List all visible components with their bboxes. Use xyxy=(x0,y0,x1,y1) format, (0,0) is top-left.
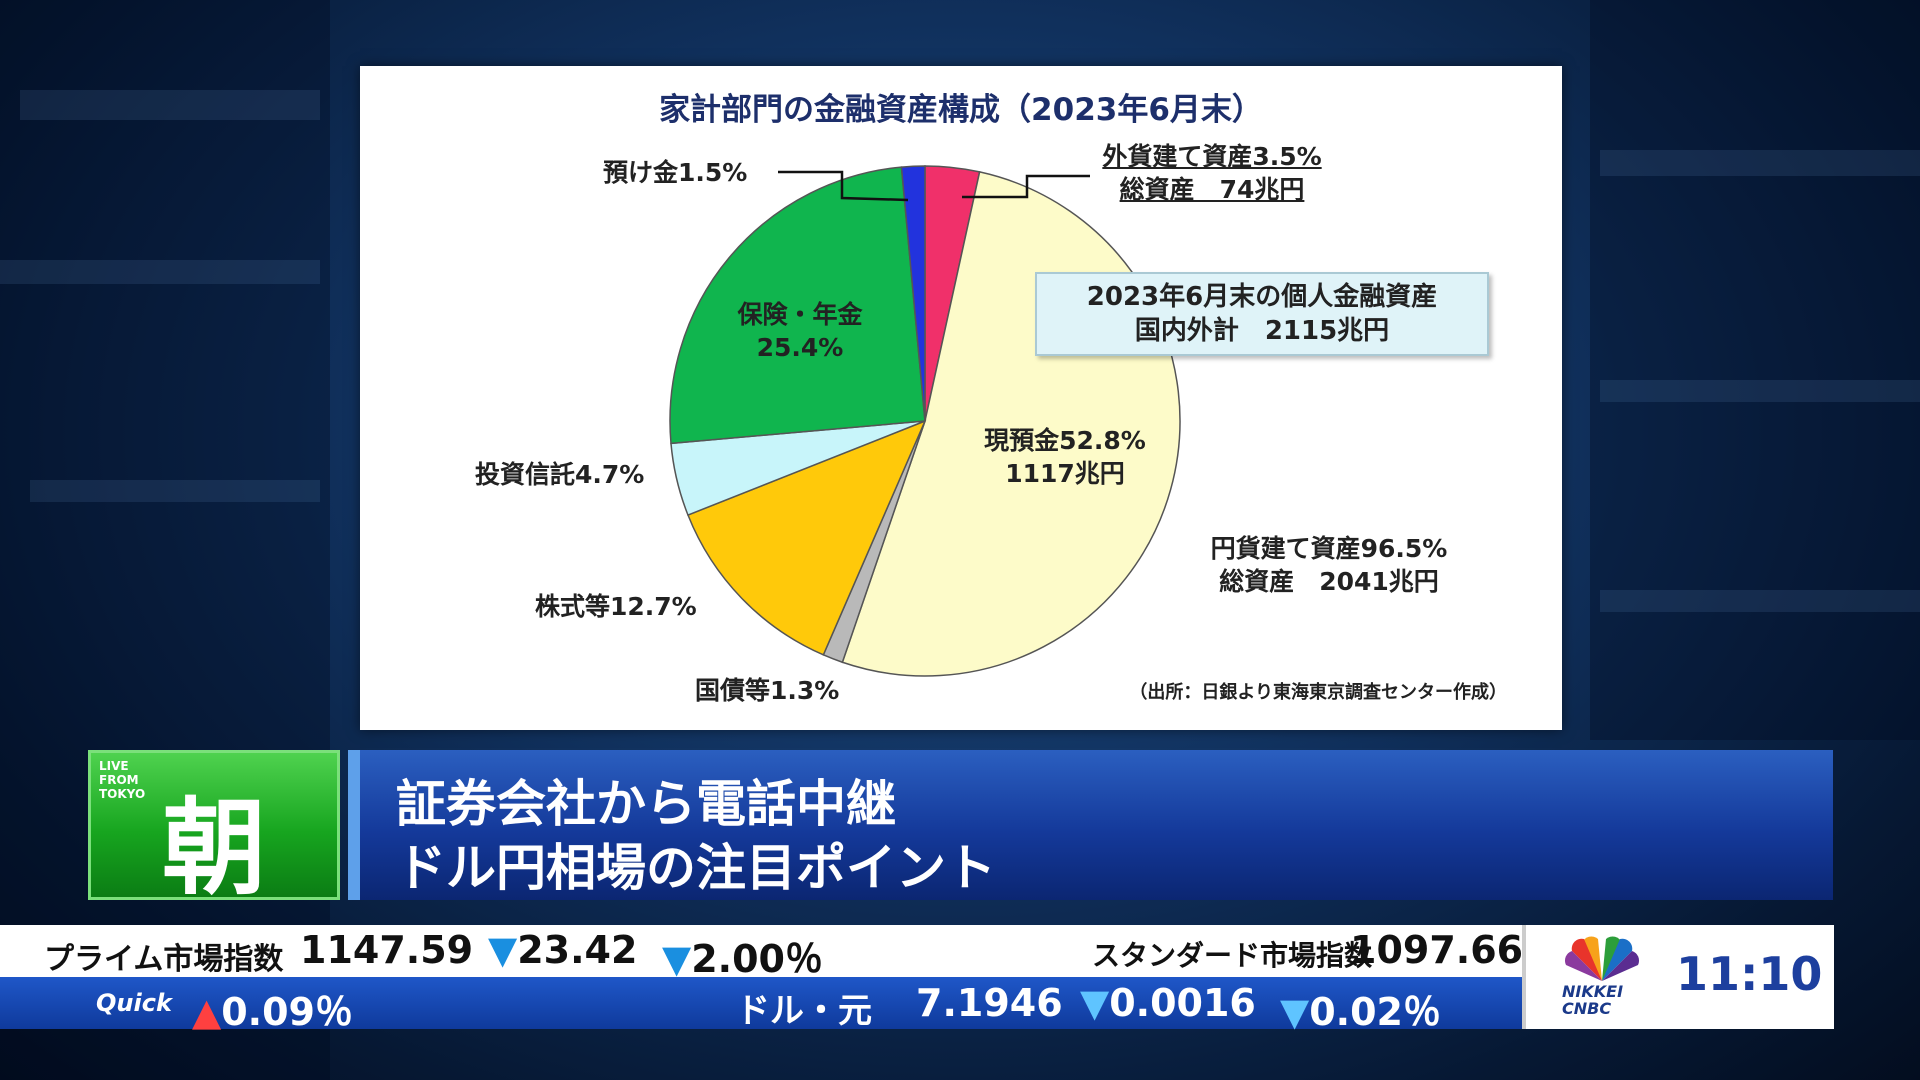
quick-value: ▲0.09％ xyxy=(192,981,353,1036)
currency-pair-label: ドル・元 xyxy=(736,991,872,1031)
prime-index-change: ▼23.42 xyxy=(488,928,637,972)
bonds-label: 国債等1.3% xyxy=(695,676,840,705)
market-ticker-top: プライム市場指数 1147.59 ▼23.42 ▼2.00％ スタンダード市場指… xyxy=(0,925,1524,981)
yen-assets-label: 円貨建て資産96.5% 総資産 2041兆円 xyxy=(1194,532,1464,598)
yen-assets-line1: 円貨建て資産96.5% xyxy=(1210,534,1448,563)
foreign-label-line1: 外貨建て資産3.5% xyxy=(1102,142,1322,171)
stocks-label: 株式等12.7% xyxy=(535,592,697,621)
clock: 11:10 xyxy=(1676,947,1823,1001)
chart-title: 家計部門の金融資産構成（2023年6月末） xyxy=(659,92,1263,128)
source-note: （出所：日銀より東海東京調査センター作成） xyxy=(1129,682,1507,703)
prime-change-value: 23.42 xyxy=(517,928,638,972)
headline-box: 証券会社から電話中継 ドル円相場の注目ポイント xyxy=(348,750,1833,900)
down-arrow-icon: ▼ xyxy=(1280,990,1310,1034)
yen-assets-line2: 総資産 2041兆円 xyxy=(1219,567,1439,596)
standard-index-label: スタンダード市場指数 xyxy=(1092,939,1373,972)
quick-value-text: 0.09％ xyxy=(221,990,353,1034)
currency-pair-value: 7.1946 xyxy=(916,981,1063,1025)
quick-label: Quick xyxy=(96,989,172,1017)
peacock-logo-icon xyxy=(1564,936,1640,981)
logo-line2: CNBC xyxy=(1562,999,1612,1018)
headline-line2: ドル円相場の注目ポイント xyxy=(396,839,996,897)
foreign-label: 外貨建て資産3.5% 総資産 74兆円 xyxy=(1092,140,1332,206)
pie-slice-3 xyxy=(686,419,927,656)
background-stripe xyxy=(20,90,320,120)
channel-logo-text: NIKKEI CNBC xyxy=(1562,983,1623,1017)
background-stripe xyxy=(1600,590,1920,612)
pie-slice-6 xyxy=(900,165,926,422)
foreign-leader-line xyxy=(962,174,1090,199)
total-assets-box: 2023年6月末の個人金融資産 国内外計 2115兆円 xyxy=(1035,272,1489,356)
azuke-label: 預け金1.5% xyxy=(603,158,748,187)
background-left-panel xyxy=(0,0,330,1080)
pair-pct-value: 0.02％ xyxy=(1309,990,1441,1034)
live-label-line: TOKYO xyxy=(99,787,146,801)
background-stripe xyxy=(1600,150,1920,176)
background-stripe xyxy=(1600,380,1920,402)
total-assets-line1: 2023年6月末の個人金融資産 xyxy=(1086,282,1438,312)
deposit-label: 現預金52.8% 1117兆円 xyxy=(965,424,1165,490)
standard-index-value: 1097.66 xyxy=(1350,928,1524,972)
deposit-label-line2: 1117兆円 xyxy=(1005,459,1125,488)
foreign-label-line2: 総資産 74兆円 xyxy=(1119,175,1305,204)
background-stripe xyxy=(30,480,320,502)
currency-pair-change: ▼0.0016 xyxy=(1080,981,1256,1025)
chart-panel: 家計部門の金融資産構成（2023年6月末） 預け金1.5% 外貨建て資産3.5%… xyxy=(360,66,1562,730)
deposit-label-line1: 現預金52.8% xyxy=(984,426,1146,455)
channel-logo-box: NIKKEI CNBC 11:10 xyxy=(1522,925,1834,1029)
funds-label: 投資信託4.7% xyxy=(475,460,645,489)
prime-index-percent: ▼2.00％ xyxy=(662,928,823,983)
segment-character: 朝 xyxy=(161,787,266,909)
prime-index-label: プライム市場指数 xyxy=(44,942,284,977)
live-label-line: LIVE xyxy=(99,759,129,773)
down-arrow-icon: ▼ xyxy=(1080,981,1110,1025)
segment-badge: LIVE FROM TOKYO 朝 xyxy=(88,750,340,909)
background-stripe xyxy=(0,260,320,284)
currency-pair-percent: ▼0.02％ xyxy=(1280,981,1441,1036)
headline-line1: 証券会社から電話中継 xyxy=(396,775,896,833)
insurance-label-line1: 保険・年金 xyxy=(737,300,863,329)
up-arrow-icon: ▲ xyxy=(192,990,222,1034)
pie-slice-5 xyxy=(669,166,926,445)
background-right-panel xyxy=(1590,0,1920,740)
down-arrow-icon: ▼ xyxy=(488,928,518,972)
insurance-label-line2: 25.4% xyxy=(756,333,844,362)
total-assets-line2: 国内外計 2115兆円 xyxy=(1134,316,1390,346)
down-arrow-icon: ▼ xyxy=(662,937,692,981)
pair-change-value: 0.0016 xyxy=(1109,981,1256,1025)
live-label-line: FROM xyxy=(99,773,139,787)
prime-pct-value: 2.00％ xyxy=(691,937,823,981)
logo-line1: NIKKEI xyxy=(1562,982,1624,1001)
market-ticker-bottom: Quick ▲0.09％ ドル・元 7.1946 ▼0.0016 ▼0.02％ xyxy=(0,977,1522,1034)
insurance-label: 保険・年金 25.4% xyxy=(725,298,875,364)
prime-index-value: 1147.59 xyxy=(300,928,474,972)
pie-chart xyxy=(669,165,1181,677)
live-from-tokyo-label: LIVE FROM TOKYO xyxy=(99,759,145,801)
azuke-leader-line xyxy=(778,170,909,202)
